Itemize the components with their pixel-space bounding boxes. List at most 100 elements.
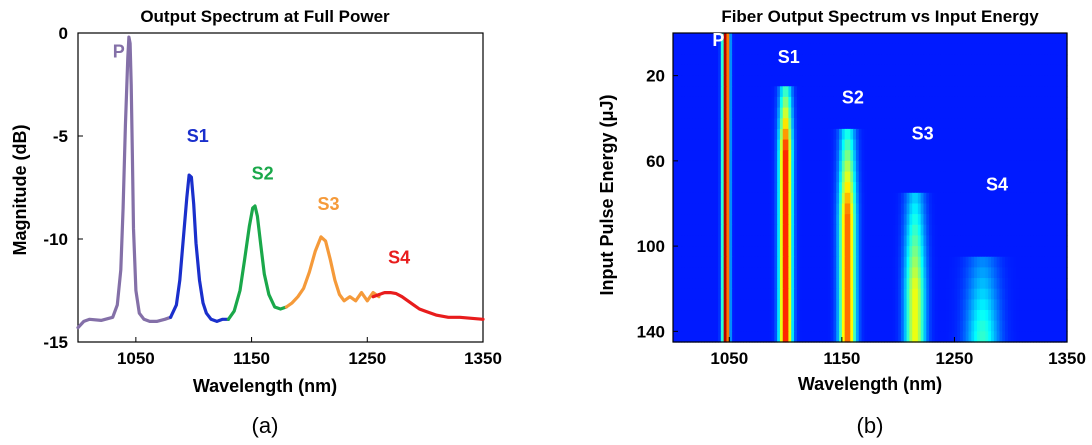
panel-b-heatmap-cell xyxy=(777,33,781,45)
panel-b-heatmap-cell xyxy=(681,267,685,279)
panel-b-heatmap-cell xyxy=(1016,107,1020,119)
panel-b-heatmap-cell xyxy=(1061,182,1065,194)
panel-b-heatmap-cell xyxy=(1030,224,1034,237)
panel-b-heatmap-cell xyxy=(841,118,846,130)
panel-b-heatmap-cell xyxy=(732,128,736,141)
panel-b-heatmap-cell xyxy=(855,320,860,332)
panel-b-heatmap-cell xyxy=(836,64,840,77)
panel-b-heatmap-cell xyxy=(779,118,784,130)
panel-b-heatmap-cell xyxy=(1055,128,1060,141)
panel-b-heatmap-cell xyxy=(732,64,736,77)
panel-b-heatmap-cell xyxy=(909,33,913,45)
panel-b-heatmap-cell xyxy=(729,96,733,109)
panel-b-heatmap-cell xyxy=(988,299,992,311)
panel-b-heatmap-cell xyxy=(850,86,854,98)
panel-b-heatmap-cell xyxy=(748,203,753,215)
panel-b-heatmap-cell xyxy=(737,182,742,194)
panel-b-heatmap-cell xyxy=(870,235,874,247)
panel-b-heatmap-cell xyxy=(740,160,744,173)
panel-b-heatmap-cell xyxy=(1036,75,1040,87)
panel-b-heatmap-cell xyxy=(1021,224,1026,237)
panel-b-heatmap-cell xyxy=(830,43,835,55)
panel-b-heatmap-cell xyxy=(765,246,770,258)
panel-b-heatmap-cell xyxy=(867,331,871,343)
panel-b-heatmap-cell xyxy=(844,96,849,109)
panel-b-heatmap-cell xyxy=(991,278,995,290)
panel-b-heatmap-cell xyxy=(751,64,756,77)
panel-b-heatmap-cell xyxy=(982,43,986,55)
panel-b-heatmap-cell xyxy=(822,139,826,151)
panel-b-heatmap-cell xyxy=(875,118,880,130)
panel-b-heatmap-cell xyxy=(718,214,722,226)
panel-b-heatmap-cell xyxy=(850,320,854,332)
panel-b-heatmap-cell xyxy=(906,43,910,55)
panel-b-heatmap-cell xyxy=(765,107,770,119)
panel-b-heatmap-cell xyxy=(1036,160,1040,173)
panel-b-heatmap-cell xyxy=(701,310,705,322)
panel-b-heatmap-cell xyxy=(824,256,829,269)
panel-b-heatmap-cell xyxy=(701,256,705,269)
panel-b-heatmap-cell xyxy=(1010,54,1015,66)
panel-b-heatmap-cell xyxy=(915,128,919,141)
panel-b-heatmap-cell xyxy=(830,75,835,87)
panel-b-heatmap-cell xyxy=(1041,43,1046,55)
panel-b-heatmap-cell xyxy=(734,43,739,55)
panel-b-heatmap-cell xyxy=(937,54,941,66)
panel-b-heatmap-cell xyxy=(678,203,683,215)
panel-b-heatmap-cell xyxy=(895,310,899,322)
panel-b-heatmap-cell xyxy=(962,331,967,343)
panel-b-heatmap-cell xyxy=(709,33,713,45)
panel-b-heatmap-cell xyxy=(822,75,826,87)
panel-b-heatmap-cell xyxy=(858,299,863,311)
panel-b-heatmap-cell xyxy=(1036,214,1040,226)
panel-b-heatmap-cell xyxy=(695,160,699,173)
panel-b-heatmap-cell xyxy=(675,128,680,141)
panel-b-heatmap-cell xyxy=(760,278,764,290)
panel-b-heatmap-cell xyxy=(1061,331,1065,343)
panel-b-heatmap-cell xyxy=(692,203,697,215)
panel-b-heatmap-cell xyxy=(892,86,896,98)
panel-b-heatmap-cell xyxy=(1024,64,1029,77)
panel-b-heatmap-cell xyxy=(799,320,804,332)
panel-b-heatmap-cell xyxy=(1052,33,1057,45)
panel-b-heatmap-cell xyxy=(1007,150,1012,162)
panel-b-heatmap-cell xyxy=(703,192,708,205)
panel-b-heatmap-cell xyxy=(827,43,832,55)
panel-b-heatmap-cell xyxy=(1061,267,1065,279)
panel-b-heatmap-cell xyxy=(903,43,908,55)
panel-b-heatmap-cell xyxy=(1010,267,1015,279)
panel-b-heatmap-cell xyxy=(726,96,730,109)
panel-b-heatmap-cell xyxy=(943,192,947,205)
panel-b-heatmap-cell xyxy=(982,171,986,183)
panel-b-heatmap-cell xyxy=(968,118,972,130)
panel-b-heatmap-cell xyxy=(864,278,868,290)
panel-b-heatmap-cell xyxy=(794,320,798,332)
panel-b-heatmap-cell xyxy=(1058,86,1062,98)
panel-b-heatmap-cell xyxy=(991,214,995,226)
panel-b-heatmap-cell xyxy=(757,33,761,45)
panel-b-heatmap-cell xyxy=(1050,54,1054,66)
panel-b-heatmap-cell xyxy=(931,246,936,258)
panel-b-heatmap-cell xyxy=(878,96,882,109)
panel-b-heatmap-cell xyxy=(906,182,910,194)
panel-b-heatmap-cell xyxy=(839,310,843,322)
panel-b-heatmap-cell xyxy=(853,118,857,130)
panel-b-heatmap-cell xyxy=(748,43,753,55)
panel-b-heatmap-cell xyxy=(785,107,789,119)
panel-b-heatmap-cell xyxy=(844,107,849,119)
panel-b-heatmap-cell xyxy=(794,118,798,130)
panel-b-heatmap-cell xyxy=(982,182,986,194)
panel-b-heatmap-cell xyxy=(906,54,910,66)
panel-b-heatmap-cell xyxy=(1033,256,1037,269)
panel-b-heatmap-cell xyxy=(723,288,728,300)
panel-b-heatmap-cell xyxy=(870,54,874,66)
panel-b-heatmap-cell xyxy=(760,320,764,332)
panel-b-heatmap-cell xyxy=(872,150,877,162)
panel-b-heatmap-cell xyxy=(1033,224,1037,237)
panel-b-heatmap-cell xyxy=(934,235,939,247)
panel-b-heatmap-cell xyxy=(1013,267,1017,279)
panel-b-heatmap-cell xyxy=(853,214,857,226)
panel-b-heatmap-cell xyxy=(779,214,784,226)
panel-b-heatmap-cell xyxy=(1019,278,1023,290)
panel-b-heatmap-cell xyxy=(895,320,899,332)
